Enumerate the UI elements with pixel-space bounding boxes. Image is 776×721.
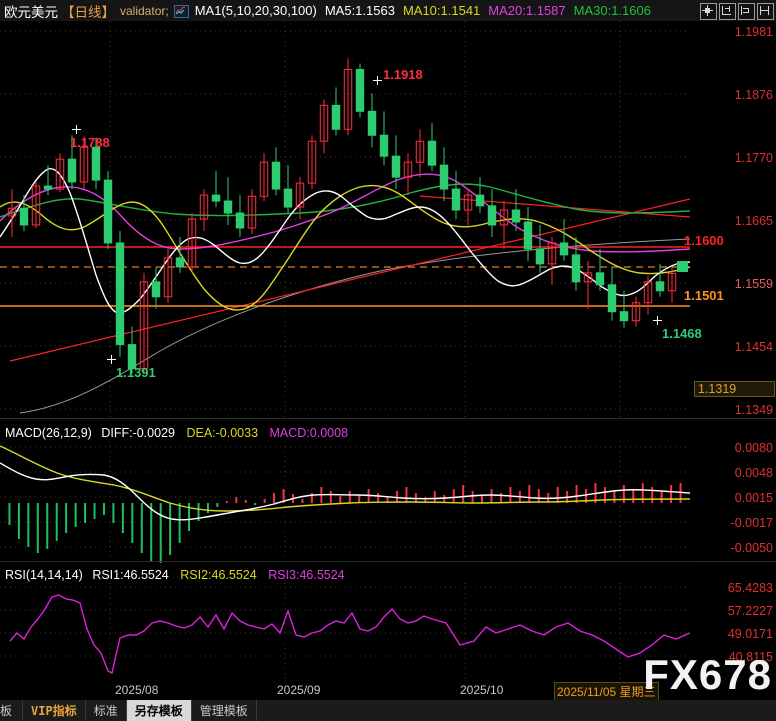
price-line-tag-1600: 1.1600 <box>684 233 724 248</box>
date-axis-label: 2025/08 <box>115 683 159 697</box>
rsi-axis-label: 65.4283 <box>727 581 773 595</box>
annotation-high-1: 1.1788 <box>70 135 110 150</box>
macd-title: MACD(26,12,9) <box>5 426 92 440</box>
chart-header: 欧元美元 【日线】 validator; MA1(5,10,20,30,100)… <box>0 0 776 21</box>
macd-panel[interactable]: MACD(26,12,9) DIFF:-0.0029 DEA:-0.0033 M… <box>0 421 776 581</box>
macd-axis-label: -0.0050 <box>730 541 773 555</box>
price-axis-label: 1.1665 <box>734 214 773 228</box>
rsi-title-row: RSI(14,14,14) RSI1:46.5524 RSI2:46.5524 … <box>5 568 345 582</box>
price-axis-label-current: 1.1559 <box>734 277 773 291</box>
period-label[interactable]: 【日线】 <box>61 4 115 21</box>
macd-macd-value: MACD:0.0008 <box>269 426 349 440</box>
macd-diff-value: DIFF:-0.0029 <box>101 426 175 440</box>
date-axis: 2025/08 2025/09 2025/10 2025/11/05 星期三 <box>0 681 776 701</box>
zoom-out-tool-icon[interactable] <box>719 3 736 20</box>
scroll-right-tool-icon[interactable] <box>757 3 774 20</box>
rsi-plot[interactable] <box>0 583 690 681</box>
tab-standard[interactable]: 标准 <box>86 700 127 721</box>
template-tabbar: 板 VIP指标 标准 另存模板 管理模板 <box>0 700 776 721</box>
macd-title-row: MACD(26,12,9) DIFF:-0.0029 DEA:-0.0033 M… <box>5 426 348 440</box>
tab-partial[interactable]: 板 <box>0 700 23 721</box>
tab-save-template[interactable]: 另存模板 <box>126 700 192 721</box>
tab-vip-indicators[interactable]: VIP指标 <box>23 700 86 721</box>
ma-params-label: MA1(5,10,20,30,100) <box>194 3 317 18</box>
macd-axis-label: 0.0015 <box>734 491 773 505</box>
price-panel[interactable]: 1.1788 1.1918 1.1391 1.1468 1.1981 1.187… <box>0 21 776 417</box>
price-axis-label: 1.1454 <box>734 340 773 354</box>
symbol-name[interactable]: 欧元美元 <box>4 4 58 21</box>
rsi-axis-label: 57.2227 <box>727 604 773 618</box>
annotation-marker-2 <box>373 76 382 85</box>
price-line-tag-1501: 1.1501 <box>684 288 724 303</box>
date-axis-label: 2025/10 <box>460 683 504 697</box>
rsi-title: RSI(14,14,14) <box>5 568 83 582</box>
annotation-low-2: 1.1468 <box>662 326 702 341</box>
ma5-value: MA5:1.1563 <box>324 3 395 18</box>
rsi2-value: RSI2:46.5524 <box>180 568 257 582</box>
macd-axis-label: 0.0080 <box>734 441 773 455</box>
annotation-marker-1 <box>72 125 81 134</box>
date-axis-label: 2025/09 <box>277 683 321 697</box>
rsi3-value: RSI3:46.5524 <box>268 568 345 582</box>
annotation-marker-4 <box>653 316 662 325</box>
crosshair-icon[interactable]: validator; <box>120 3 169 18</box>
tabbar-spacer <box>257 700 776 721</box>
price-axis[interactable]: 1.1981 1.1876 1.1770 1.1665 1.1559 1.145… <box>690 21 776 417</box>
price-axis-label: 1.1349 <box>734 403 773 417</box>
last-price-value: 1.1319 <box>694 381 775 397</box>
panel-divider-1 <box>0 418 776 419</box>
price-axis-label: 1.1876 <box>734 88 773 102</box>
panel-divider-2 <box>0 561 776 562</box>
rsi-axis-label: 49.0171 <box>727 627 773 641</box>
price-axis-label: 1.1770 <box>734 151 773 165</box>
price-axis-label: 1.1981 <box>734 25 773 39</box>
chart-icon[interactable] <box>173 5 189 18</box>
header-toolbar <box>700 3 774 20</box>
annotation-low-1: 1.1391 <box>116 365 156 380</box>
ma20-value: MA20:1.1587 <box>488 3 566 18</box>
ma30-value: MA30:1.1606 <box>573 3 651 18</box>
tab-manage-template[interactable]: 管理模板 <box>192 700 257 721</box>
rsi-panel[interactable]: RSI(14,14,14) RSI1:46.5524 RSI2:46.5524 … <box>0 563 776 683</box>
rsi-axis-label: 40.8115 <box>728 650 773 664</box>
crosshair-tool-icon[interactable] <box>700 3 717 20</box>
macd-axis-label: 0.0048 <box>734 466 773 480</box>
rsi-axis[interactable]: 65.4283 57.2227 49.0171 40.8115 <box>690 581 776 681</box>
macd-axis-label: -0.0017 <box>730 516 773 530</box>
ma10-value: MA10:1.1541 <box>402 3 481 18</box>
macd-dea-value: DEA:-0.0033 <box>186 426 259 440</box>
annotation-high-2: 1.1918 <box>383 67 423 82</box>
macd-plot[interactable] <box>0 441 690 581</box>
annotation-marker-3 <box>107 355 116 364</box>
macd-axis[interactable]: 0.0080 0.0048 0.0015 -0.0017 -0.0050 <box>690 441 776 581</box>
date-axis-highlight: 2025/11/05 星期三 <box>554 682 659 701</box>
price-plot[interactable] <box>0 21 690 417</box>
rsi1-value: RSI1:46.5524 <box>92 568 169 582</box>
zoom-in-tool-icon[interactable] <box>738 3 755 20</box>
